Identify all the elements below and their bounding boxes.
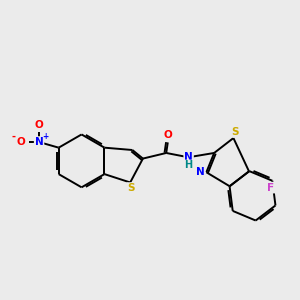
Text: +: +	[42, 132, 48, 141]
Text: N: N	[196, 167, 205, 177]
Text: O: O	[35, 120, 44, 130]
Text: S: S	[127, 183, 135, 193]
Text: O: O	[17, 137, 26, 147]
Text: F: F	[267, 183, 274, 193]
Text: H: H	[184, 160, 193, 170]
Text: O: O	[164, 130, 172, 140]
Text: N: N	[184, 152, 193, 162]
Text: -: -	[11, 131, 15, 142]
Text: S: S	[231, 127, 239, 137]
Text: N: N	[35, 137, 44, 147]
